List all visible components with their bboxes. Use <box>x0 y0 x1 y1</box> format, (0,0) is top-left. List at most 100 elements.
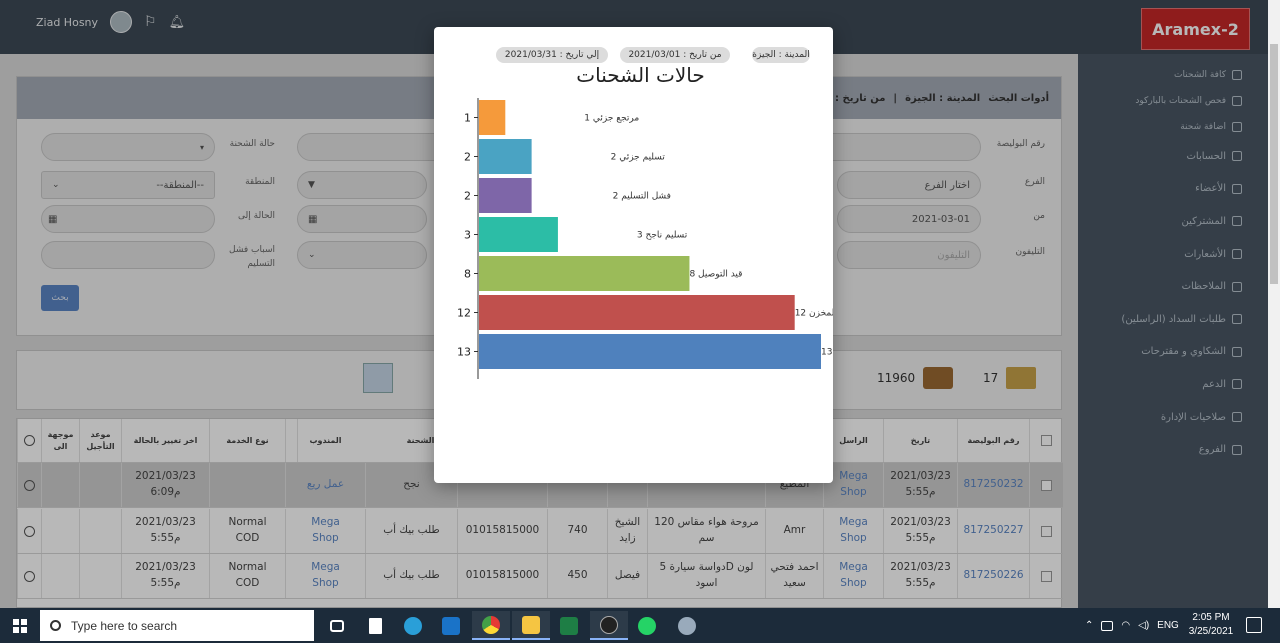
from-date-input[interactable]: 2021-03-01 <box>837 205 981 233</box>
branch-input[interactable]: اختار الفرع <box>837 171 981 199</box>
sidebar-item[interactable]: كافة الشحنات <box>1078 62 1268 88</box>
sender-link-text[interactable]: Shop <box>840 577 867 589</box>
sidebar-item[interactable]: المشتركين <box>1078 205 1268 238</box>
sender-link-text[interactable]: Shop <box>840 532 867 544</box>
bell-icon[interactable]: 🔔︎ <box>168 14 186 30</box>
cell-date-text: 2021/03/23 <box>890 470 951 483</box>
sidebar-item[interactable]: اضافة شحنة <box>1078 114 1268 140</box>
chart-bar[interactable] <box>479 139 532 174</box>
sender-link-text[interactable]: Mega <box>839 516 868 529</box>
cell-last-change-text: 5:55م <box>150 577 181 589</box>
representative-link[interactable]: Mega Shop <box>285 509 365 553</box>
select-all-checkbox[interactable] <box>1029 419 1063 462</box>
branch-dropdown[interactable]: ▼ <box>297 171 427 199</box>
sender-link[interactable]: Mega Shop <box>823 554 883 598</box>
policy-link-text[interactable]: 817250226 <box>963 569 1024 582</box>
calendar-icon: ▦ <box>308 213 318 225</box>
language-indicator[interactable]: ENG <box>1157 620 1179 631</box>
policy-no-label: رقم البوليصة <box>996 139 1045 149</box>
chevron-up-icon[interactable]: ⌃ <box>1085 620 1094 631</box>
excel-icon[interactable] <box>550 611 588 640</box>
avatar[interactable] <box>110 11 133 33</box>
chrome-icon[interactable] <box>472 611 510 640</box>
sidebar-item[interactable]: الأعضاء <box>1078 173 1268 206</box>
app-icon[interactable] <box>590 611 628 640</box>
chart-bar[interactable] <box>479 178 532 213</box>
sidebar-item[interactable]: طلبات السداد (الراسلين) <box>1078 303 1268 336</box>
policy-link-text[interactable]: 817250227 <box>963 524 1024 537</box>
representative-link-text[interactable]: Shop <box>312 532 339 544</box>
cell-postpone <box>79 554 121 598</box>
sender-link-text[interactable]: Mega <box>839 470 868 483</box>
table-row[interactable]: 817250226 2021/03/23 5:55م Mega Shop احمد فتح… <box>17 554 1063 599</box>
whatsapp-icon[interactable] <box>24 570 35 582</box>
chart-bar[interactable] <box>479 334 821 369</box>
phone-input[interactable]: التليفون <box>837 241 981 269</box>
representative-link-text[interactable]: عمل ريع <box>306 478 345 491</box>
user-name[interactable]: Ziad Hosny <box>36 15 99 29</box>
menu-item-icon <box>1232 379 1242 390</box>
wifi-icon[interactable]: ◠ <box>1121 620 1131 631</box>
battery-icon[interactable] <box>1101 620 1114 631</box>
outlook-icon[interactable] <box>432 611 470 640</box>
region-select[interactable]: ⌄ --المنطقة-- <box>41 171 215 199</box>
menu-item-icon <box>1232 70 1242 80</box>
chart-bar[interactable] <box>479 100 506 135</box>
shipment-status-select[interactable]: ▾ <box>41 133 215 161</box>
whatsapp-icon[interactable] <box>24 479 35 491</box>
sidebar-item[interactable]: الشكاوي و مقترحات <box>1078 336 1268 369</box>
notification-icon[interactable] <box>1246 617 1262 633</box>
search-button[interactable]: بحث <box>41 285 79 311</box>
chart-bar[interactable] <box>479 256 690 291</box>
sidebar-item[interactable]: الدعم <box>1078 368 1268 401</box>
policy-link[interactable]: 817250227 <box>957 509 1029 553</box>
taskbar-clock[interactable]: 2:05 PM 3/25/2021 <box>1186 611 1236 639</box>
policy-link[interactable]: 817250226 <box>957 554 1029 598</box>
sender-link[interactable]: Mega Shop <box>823 509 883 553</box>
policy-link[interactable]: 817250232 <box>957 463 1029 507</box>
task-view-icon[interactable] <box>318 611 356 640</box>
failure-reasons-select[interactable] <box>41 241 215 269</box>
cell-last-change-text: 6:09م <box>150 486 181 498</box>
sidebar-item[interactable]: الحسابات <box>1078 140 1268 173</box>
representative-link[interactable]: عمل ريع <box>285 463 365 507</box>
row-checkbox[interactable] <box>1041 479 1052 491</box>
table-row[interactable]: 817250227 2021/03/23 5:55م Mega Shop Amr مروحة… <box>17 509 1063 554</box>
representative-link-text[interactable]: Shop <box>312 577 339 589</box>
page-scrollbar[interactable] <box>1268 0 1280 608</box>
sender-link-text[interactable]: Mega <box>839 561 868 574</box>
edge-browser-icon[interactable] <box>394 611 432 640</box>
flag-icon[interactable]: ⚐ <box>144 14 157 30</box>
sender-link-text[interactable]: Shop <box>840 486 867 498</box>
whatsapp-app-icon[interactable] <box>628 611 666 640</box>
menu-item-icon <box>1232 122 1242 132</box>
user-area[interactable]: Ziad Hosny ⚐ 🔔︎ <box>36 10 185 34</box>
paint-icon[interactable] <box>668 611 706 640</box>
whatsapp-icon[interactable] <box>24 525 35 537</box>
sidebar-item[interactable]: الملاحظات <box>1078 270 1268 303</box>
row-checkbox[interactable] <box>1041 525 1052 537</box>
phone-dropdown[interactable]: ⌄ <box>297 241 427 269</box>
volume-icon[interactable]: ◁) <box>1138 620 1150 631</box>
taskbar-search-box[interactable]: Type here to search <box>40 610 314 641</box>
sidebar-item[interactable]: صلاحيات الإدارة <box>1078 401 1268 434</box>
cell-date: 2021/03/23 5:55م <box>883 554 957 598</box>
chart-bar[interactable] <box>479 217 558 252</box>
sidebar-item[interactable]: الفروع <box>1078 433 1268 466</box>
representative-link-text[interactable]: Mega <box>311 561 340 574</box>
scrollbar-thumb[interactable] <box>1270 44 1278 284</box>
sender-link[interactable]: Mega Shop <box>823 463 883 507</box>
chart-tick-label: 8 <box>464 268 471 281</box>
file-explorer-icon[interactable] <box>512 611 550 640</box>
sidebar-item[interactable]: فحص الشحنات بالباركود <box>1078 88 1268 114</box>
status-to-date-picker[interactable]: ▦ <box>41 205 215 233</box>
representative-link[interactable]: Mega Shop <box>285 554 365 598</box>
row-checkbox[interactable] <box>1041 570 1052 582</box>
representative-link-text[interactable]: Mega <box>311 516 340 529</box>
from-date-picker[interactable]: ▦ <box>297 205 427 233</box>
chart-bar[interactable] <box>479 295 795 330</box>
sidebar-item[interactable]: الأشعارات <box>1078 238 1268 271</box>
file-icon[interactable] <box>356 611 394 640</box>
policy-link-text[interactable]: 817250232 <box>963 478 1024 491</box>
start-button[interactable] <box>0 608 40 643</box>
